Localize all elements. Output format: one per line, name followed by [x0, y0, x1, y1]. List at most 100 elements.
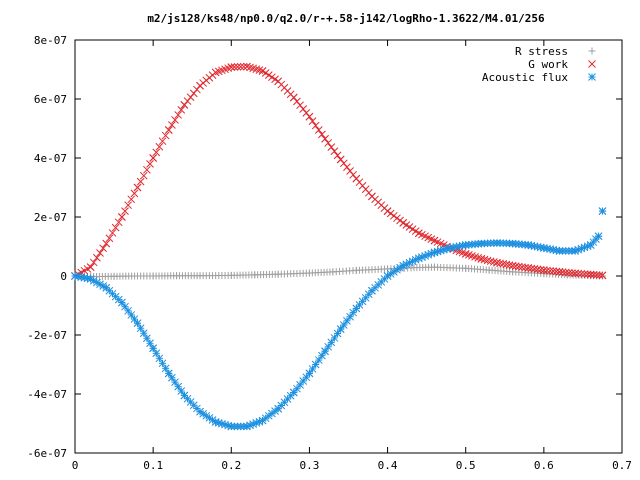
- data-point-interp: [477, 255, 486, 263]
- data-point-interp: [130, 189, 139, 198]
- data-point-interp: [502, 260, 511, 269]
- data-point-interp: [530, 265, 539, 273]
- plot-frame: [74, 39, 623, 454]
- data-point-interp: [230, 63, 239, 71]
- data-point-interp: [536, 265, 545, 274]
- data-point-interp: [289, 388, 298, 397]
- data-point-interp: [155, 142, 164, 151]
- data-point-interp: [589, 270, 598, 279]
- data-point-interp: [318, 130, 326, 139]
- data-point-interp: [389, 211, 398, 220]
- data-point-interp: [305, 112, 314, 121]
- data-point-interp: [486, 257, 495, 266]
- data-point-interp: [99, 244, 107, 253]
- data-point-interp: [108, 229, 117, 237]
- y-tick-label: -4e-07: [27, 388, 67, 401]
- data-point-interp: [336, 155, 345, 164]
- data-point-interp: [293, 97, 301, 106]
- data-point-interp: [236, 62, 245, 71]
- data-point-interp: [171, 116, 179, 124]
- data-point-interp: [161, 364, 170, 373]
- data-point-interp: [139, 171, 148, 180]
- data-point-interp: [561, 268, 570, 277]
- data-point-interp: [586, 270, 595, 279]
- data-point-interp: [521, 263, 529, 272]
- data-point-interp: [514, 262, 523, 271]
- y-tick-label: 2e-07: [34, 211, 67, 224]
- data-point-interp: [598, 271, 607, 280]
- data-point-interp: [321, 134, 329, 143]
- data-point-interp: [480, 255, 489, 264]
- data-point-interp: [511, 262, 520, 271]
- data-point-interp: [343, 316, 351, 325]
- data-point-interp: [483, 256, 492, 265]
- data-point-interp: [540, 266, 548, 274]
- data-point-interp: [158, 137, 167, 146]
- data-point-interp: [533, 265, 542, 274]
- data-point-interp: [161, 131, 170, 140]
- data-point-interp: [124, 201, 132, 210]
- x-tick-label: 0.4: [378, 459, 398, 472]
- data-point-interp: [330, 147, 339, 156]
- data-point-interp: [327, 338, 336, 347]
- data-point-interp: [505, 261, 514, 269]
- y-tick-label: -2e-07: [27, 329, 67, 342]
- data-point-interp: [299, 377, 308, 385]
- data-point-interp: [311, 360, 320, 369]
- data-point-interp: [127, 195, 136, 204]
- data-point-interp: [189, 89, 198, 98]
- data-point-interp: [314, 126, 323, 134]
- data-point-interp: [149, 154, 157, 162]
- data-point-interp: [143, 165, 151, 174]
- data-point-interp: [168, 373, 176, 382]
- data-point-interp: [180, 101, 189, 109]
- x-tick-label: 0.6: [534, 459, 554, 472]
- legend-label: Acoustic flux: [482, 71, 568, 84]
- data-point-interp: [208, 416, 217, 424]
- x-tick-label: 0.3: [299, 459, 319, 472]
- data-point-interp: [524, 264, 533, 272]
- data-point-interp: [130, 315, 139, 323]
- data-point-interp: [164, 126, 173, 134]
- data-point-interp: [324, 342, 333, 351]
- data-point-interp: [499, 260, 508, 268]
- data-point-interp: [193, 85, 201, 94]
- data-point-interp: [346, 312, 354, 321]
- data-point-interp: [571, 269, 579, 278]
- data-point-interp: [549, 267, 558, 276]
- data-point-interp: [174, 382, 183, 391]
- data-point-interp: [127, 311, 136, 319]
- data-point-interp: [293, 384, 301, 393]
- data-point-interp: [168, 121, 176, 129]
- data-point-interp: [155, 354, 164, 363]
- data-point-interp: [321, 347, 329, 356]
- data-point-interp: [139, 329, 148, 338]
- data-point-interp: [239, 62, 248, 71]
- data-point-interp: [555, 268, 564, 276]
- data-point-interp: [302, 109, 311, 117]
- data-point-interp: [118, 298, 126, 307]
- data-point-interp: [93, 253, 101, 262]
- x-tick-label: 0: [72, 459, 79, 472]
- data-point-interp: [114, 218, 123, 227]
- data-point-interp: [330, 334, 339, 342]
- data-point-interp: [124, 306, 132, 315]
- data-point-interp: [318, 351, 326, 360]
- data-point-interp: [333, 151, 342, 160]
- data-point-interp: [496, 259, 504, 268]
- data-point-interp: [524, 241, 533, 249]
- data-point-interp: [308, 117, 317, 125]
- data-point-interp: [565, 268, 573, 277]
- axes: 0 0.1 0.2 0.3 0.4 0.5 0.6 0.7 -6e-07 -4e-07 -2e-07…: [27, 34, 632, 472]
- data-point-interp: [543, 266, 551, 275]
- legend-marker: [588, 73, 596, 81]
- x-tick-label: 0.5: [456, 459, 476, 472]
- series-acoustic-flux: [71, 207, 607, 431]
- data-point-interp: [105, 234, 114, 243]
- data-point-interp: [146, 160, 154, 168]
- data-point-interp: [346, 167, 354, 175]
- data-point-interp: [121, 207, 129, 215]
- data-point-interp: [339, 321, 348, 329]
- data-point-interp: [595, 271, 604, 280]
- data-point-interp: [296, 101, 304, 110]
